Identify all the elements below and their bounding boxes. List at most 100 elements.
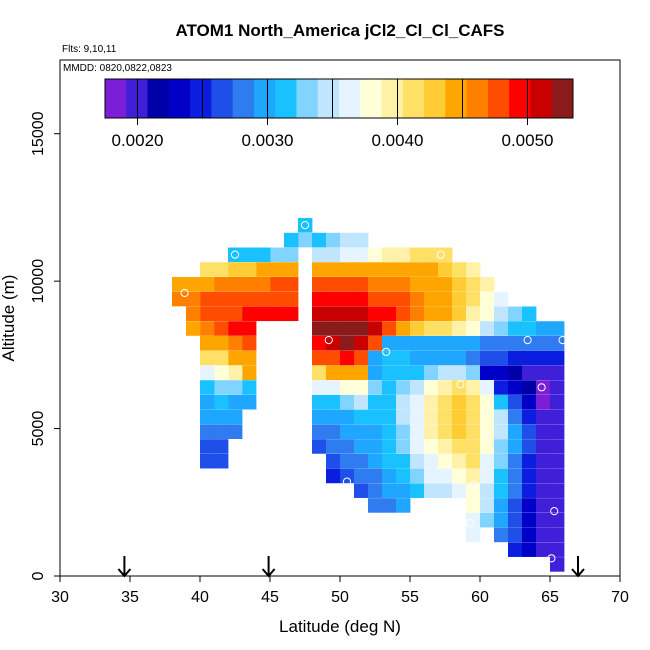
heatmap-cell	[480, 453, 495, 469]
heatmap-cell	[438, 468, 453, 484]
heatmap-cell	[536, 483, 551, 498]
sample-point	[300, 221, 310, 230]
heatmap-cell	[438, 483, 453, 498]
heatmap-cell	[508, 394, 523, 410]
heatmap-cell	[200, 350, 215, 366]
heatmap-cell	[312, 335, 327, 351]
heatmap-cell	[228, 350, 243, 366]
heatmap-cell	[424, 439, 439, 454]
sample-point	[230, 250, 240, 259]
heatmap-cell	[354, 232, 369, 248]
heatmap-cell	[214, 409, 229, 425]
heatmap-cell	[494, 483, 509, 498]
heatmap-cell	[410, 247, 425, 263]
heatmap-cell	[368, 439, 383, 454]
heatmap-cell	[354, 439, 369, 454]
heatmap-cell	[340, 277, 355, 292]
colorbar-swatch	[509, 79, 531, 118]
colorbar-swatch	[445, 79, 468, 118]
heatmap-cell	[550, 350, 565, 366]
heatmap-cell	[354, 394, 369, 410]
heatmap-cell	[536, 468, 551, 484]
heatmap-cell	[312, 321, 327, 336]
heatmap-cell	[368, 453, 383, 469]
heatmap-cell	[368, 483, 383, 498]
heatmap-cell	[368, 468, 383, 484]
heatmap-cell	[410, 394, 425, 410]
heatmap-cell	[326, 468, 341, 484]
heatmap-cell	[480, 335, 495, 351]
heatmap-cell	[550, 468, 565, 484]
flight-marker-arrow	[571, 556, 585, 578]
heatmap-cell	[536, 527, 551, 543]
colorbar-swatch	[381, 79, 404, 118]
heatmap-cell	[522, 350, 537, 366]
heatmap-cell	[200, 409, 215, 425]
heatmap-cell	[410, 365, 425, 381]
heatmap-cell	[522, 453, 537, 469]
heatmap-cell	[410, 262, 425, 277]
sample-point	[470, 480, 479, 489]
heatmap-cell	[550, 424, 565, 439]
heatmap-cell	[522, 424, 537, 439]
heatmap-cell	[396, 453, 411, 469]
heatmap-cell	[508, 483, 523, 498]
heatmap-cell	[214, 291, 229, 307]
heatmap-cell	[340, 350, 355, 366]
heatmap-cell	[382, 291, 397, 307]
heatmap-cell	[340, 453, 355, 469]
heatmap-cell	[186, 321, 201, 336]
heatmap-cell	[508, 498, 523, 513]
heatmap-cell	[284, 306, 299, 322]
heatmap-cell	[298, 218, 313, 233]
heatmap-cell	[508, 527, 523, 543]
heatmap-cell	[508, 321, 523, 336]
heatmap-cell	[284, 232, 299, 248]
heatmap-cell	[396, 424, 411, 439]
heatmap-cell	[340, 394, 355, 410]
heatmap-cell	[536, 512, 551, 528]
heatmap-cell	[550, 557, 565, 572]
heatmap-cell	[242, 365, 257, 381]
heatmap-cell	[396, 468, 411, 484]
heatmap-cell	[242, 394, 257, 410]
colorbar-swatch	[402, 79, 425, 118]
heatmap-cell	[326, 247, 341, 263]
heatmap-cell	[242, 335, 257, 351]
heatmap-cell	[508, 380, 523, 395]
heatmap-cell	[480, 277, 495, 292]
heatmap-cell	[228, 424, 243, 439]
heatmap-cell	[508, 468, 523, 484]
dates-label: MMDD: 0820,0822,0823	[63, 63, 172, 74]
heatmap-cell	[508, 439, 523, 454]
heatmap-cell	[508, 350, 523, 366]
heatmap-cell	[382, 277, 397, 292]
heatmap-cell	[368, 409, 383, 425]
flight-marker-arrow	[261, 556, 276, 578]
heatmap-cell	[284, 262, 299, 277]
heatmap-cell	[312, 306, 327, 322]
heatmap-cell	[186, 291, 201, 307]
heatmap-cell	[410, 291, 425, 307]
colorbar-swatch	[275, 79, 297, 118]
heatmap-cell	[522, 409, 537, 425]
heatmap-cell	[368, 365, 383, 381]
heatmap-cell	[466, 439, 481, 454]
heatmap-cell	[340, 424, 355, 439]
heatmap-cell	[480, 321, 495, 336]
heatmap-cell	[214, 277, 229, 292]
heatmap-cell	[382, 394, 397, 410]
heatmap-cell	[508, 542, 523, 557]
colorbar-swatch	[190, 79, 212, 118]
heatmap-cell	[410, 380, 425, 395]
heatmap-cell	[522, 542, 537, 557]
colorbar-tick-label: 0.0020	[112, 131, 164, 150]
y-tick-label: 5000	[30, 411, 47, 447]
heatmap-cell	[256, 262, 271, 277]
heatmap-cell	[228, 306, 243, 322]
heatmap-cell	[522, 468, 537, 484]
heatmap-cell	[480, 380, 495, 395]
heatmap-cell	[410, 409, 425, 425]
chart-title: ATOM1 North_America jCl2_Cl_Cl_CAFS	[175, 21, 504, 40]
y-tick-label: 0	[30, 571, 47, 580]
